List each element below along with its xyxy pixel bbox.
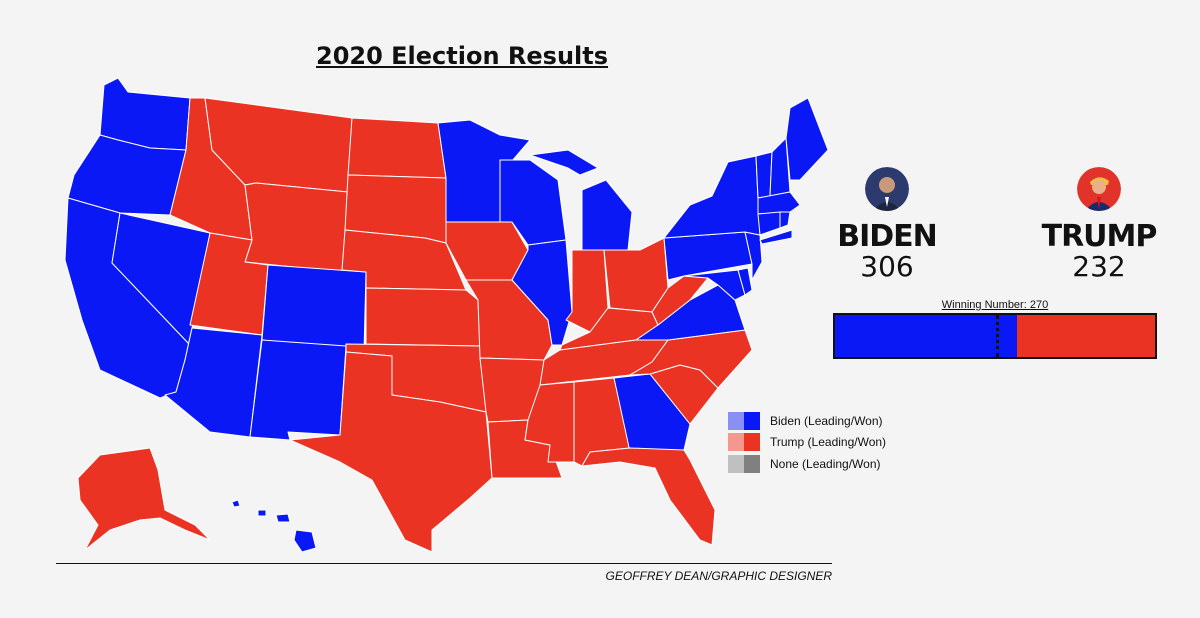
candidate-biden: BIDEN 306 (812, 167, 962, 281)
legend-swatch-won (744, 433, 760, 451)
state-ME[interactable] (785, 97, 829, 181)
trump-votes: 232 (1072, 250, 1126, 283)
state-MA[interactable] (757, 191, 801, 215)
legend-item-biden: Biden (Leading/Won) (728, 411, 883, 431)
trump-bar-segment (1017, 315, 1155, 357)
biden-portrait-icon (865, 167, 909, 211)
biden-votes: 306 (860, 250, 914, 283)
state-KS[interactable] (365, 287, 481, 347)
legend-swatch-leading (728, 455, 744, 473)
state-MI[interactable] (529, 149, 633, 251)
state-NC[interactable] (629, 329, 753, 389)
legend-label: None (Leading/Won) (770, 457, 881, 471)
winning-number-label: Winning Number: 270 (941, 299, 1049, 311)
state-NM[interactable] (249, 339, 347, 441)
state-FL[interactable] (581, 447, 716, 546)
legend-item-none: None (Leading/Won) (728, 454, 881, 474)
state-DE[interactable] (737, 267, 753, 296)
candidate-trump: TRUMP 232 (1024, 167, 1174, 281)
state-CT[interactable] (757, 211, 781, 236)
winning-threshold-marker (995, 315, 999, 357)
legend-swatch-leading (728, 433, 744, 451)
state-CO[interactable] (261, 264, 367, 353)
state-WY[interactable] (244, 182, 349, 273)
state-TX[interactable] (289, 351, 493, 553)
legend-label: Biden (Leading/Won) (770, 414, 883, 428)
footer-rule (56, 563, 832, 564)
state-AZ[interactable] (164, 327, 263, 438)
legend-swatch-leading (728, 412, 744, 430)
map-title: 2020 Election Results (316, 42, 609, 70)
state-ND[interactable] (347, 117, 447, 179)
legend-item-trump: Trump (Leading/Won) (728, 432, 886, 452)
biden-bar-segment (835, 315, 1017, 357)
biden-name: BIDEN (837, 219, 938, 254)
state-VT[interactable] (755, 151, 773, 199)
legend-label: Trump (Leading/Won) (770, 435, 887, 449)
state-HI[interactable] (231, 499, 317, 553)
credit-line: GEOFFREY DEAN/GRAPHIC DESIGNER (605, 569, 832, 583)
legend-swatch-won (744, 412, 760, 430)
trump-portrait-icon (1077, 167, 1121, 211)
state-RI[interactable] (779, 211, 791, 229)
state-IL[interactable] (511, 239, 573, 346)
legend-swatch-won (744, 455, 760, 473)
trump-name: TRUMP (1041, 219, 1158, 254)
state-AK[interactable] (77, 447, 211, 551)
electoral-vote-bar (833, 313, 1157, 359)
